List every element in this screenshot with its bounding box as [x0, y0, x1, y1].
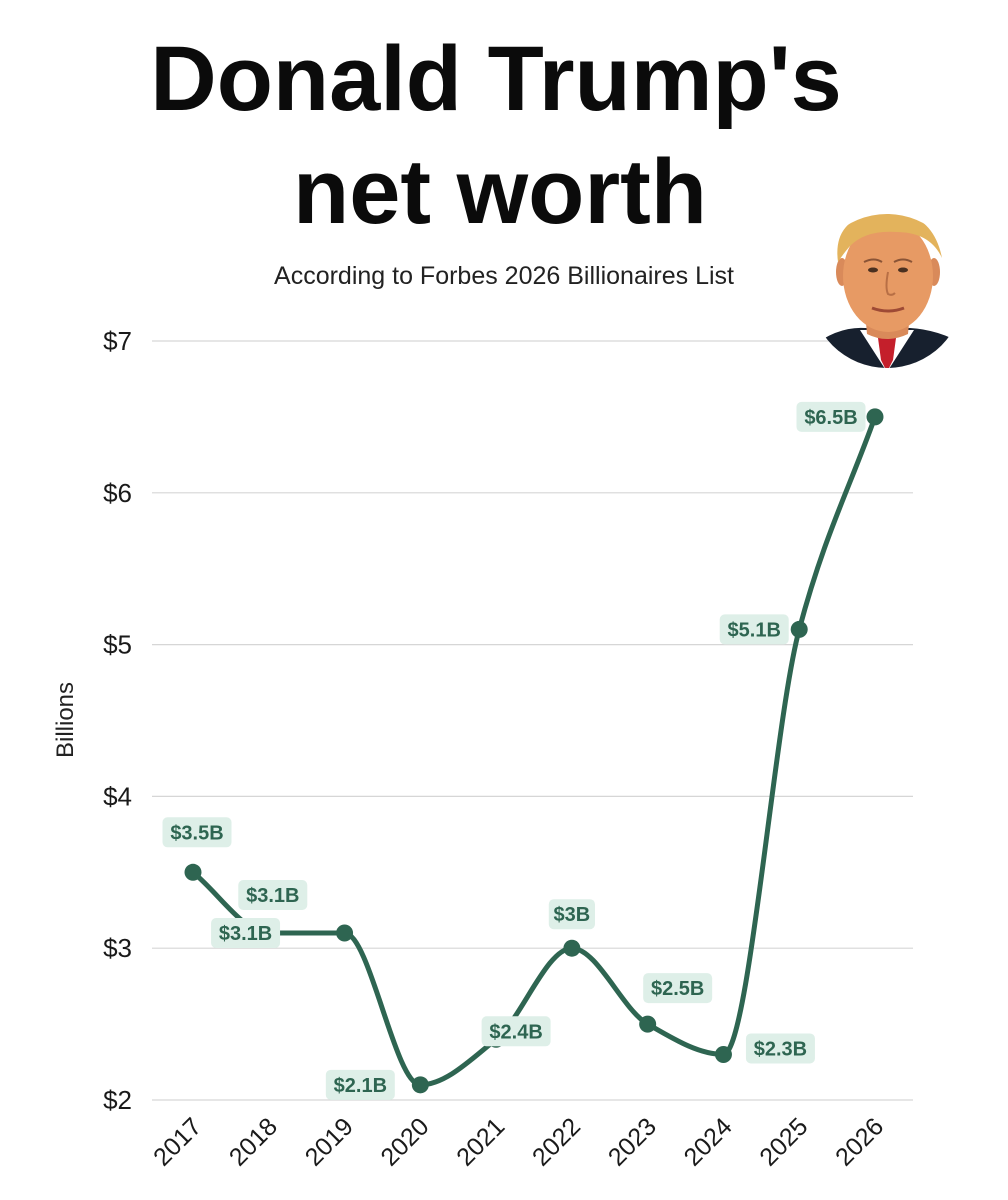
y-axis-label: Billions [52, 682, 79, 758]
data-label-background [238, 880, 308, 911]
data-point [184, 863, 202, 881]
y-tick-label: $5 [103, 630, 132, 660]
chart-title-line-2: net worth [293, 141, 707, 243]
data-label: $2.4B [489, 1021, 542, 1043]
gridlines [152, 340, 913, 1101]
data-point [411, 1076, 429, 1094]
data-point [866, 408, 884, 426]
data-labels: $3.5B $3.1B $3.1B $2.1B $2.4B $3B $2.5B $2.3B $5… [162, 401, 866, 1100]
data-label: $2.5B [651, 978, 704, 1000]
data-point [563, 939, 581, 957]
data-label-background [548, 899, 595, 930]
data-label-background [719, 614, 789, 645]
data-label-background [643, 973, 713, 1004]
y-axis-ticks: $2 $3 $4 $5 $6 $7 [103, 326, 132, 1115]
chart-subtitle: According to Forbes 2026 Billionaires Li… [274, 262, 734, 290]
data-point [790, 620, 808, 638]
data-label: $6.5B [804, 407, 857, 429]
data-point [639, 1015, 657, 1033]
data-point [714, 1045, 732, 1063]
y-tick-label: $7 [103, 326, 132, 356]
data-label: $3B [554, 904, 591, 926]
data-label-background [325, 1069, 395, 1100]
data-label-background [211, 918, 281, 949]
data-label-background [745, 1033, 815, 1064]
y-tick-label: $6 [103, 478, 132, 508]
data-label-background [481, 1016, 551, 1047]
data-label-background [796, 401, 866, 432]
y-tick-label: $3 [103, 933, 132, 963]
data-label: $3.1B [246, 885, 299, 907]
data-label: $3.1B [219, 923, 272, 945]
data-label: $2.3B [754, 1038, 807, 1060]
y-tick-label: $2 [103, 1085, 132, 1115]
data-label-background [162, 817, 232, 848]
data-label: $3.5B [170, 822, 223, 844]
y-tick-label: $4 [103, 781, 132, 811]
data-point [336, 924, 354, 942]
data-label: $2.1B [334, 1075, 387, 1097]
data-label: $5.1B [728, 619, 781, 641]
chart-title-line-1: Donald Trump's [150, 28, 841, 130]
